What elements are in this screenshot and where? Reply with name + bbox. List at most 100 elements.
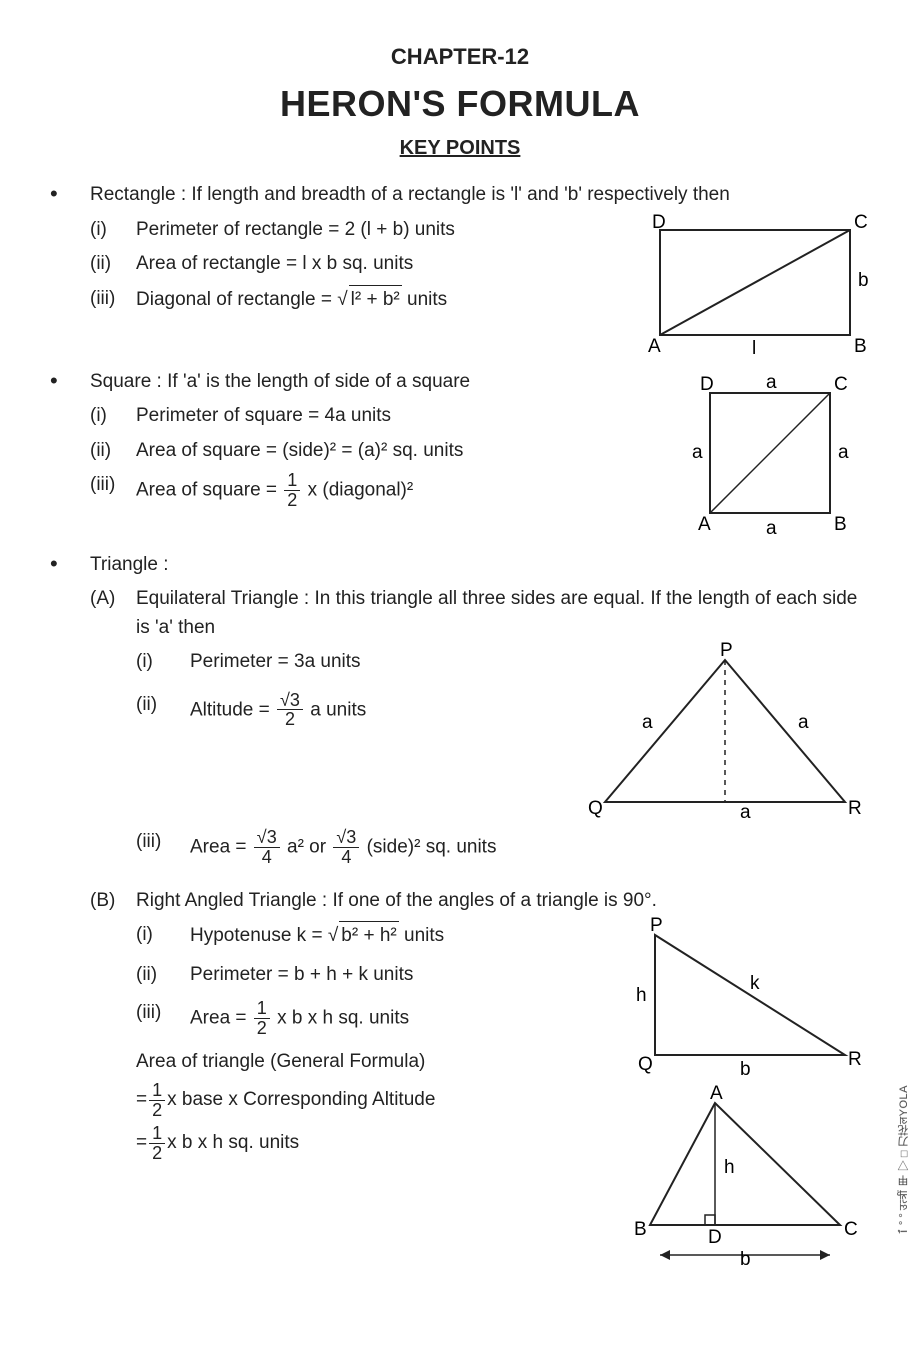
- bullet: •: [50, 368, 90, 394]
- tri-B-iii-n: 1: [254, 999, 270, 1019]
- tri-B-iii-d: 2: [254, 1019, 270, 1038]
- tri-B-iii-b: x b x h sq. units: [272, 1008, 409, 1029]
- fig-a-right: a: [838, 442, 849, 463]
- triangle-intro: Triangle :: [90, 551, 870, 580]
- sq-ii: Area of square = (side)² = (a)² sq. unit…: [136, 437, 463, 466]
- tri-B-i-c: units: [399, 925, 444, 946]
- rect-ii: Area of rectangle = l x b sq. units: [136, 250, 413, 279]
- label-i: (i): [136, 648, 190, 677]
- label-iii: (iii): [136, 828, 190, 857]
- label-i: (i): [90, 402, 136, 431]
- fig-D: D: [700, 374, 714, 395]
- tri-A-ii-b: a units: [305, 699, 366, 720]
- label-iii: (iii): [90, 285, 136, 314]
- bullet: •: [50, 551, 90, 577]
- tri-A-ii-num: √3: [277, 691, 303, 711]
- fig-b2: b: [740, 1249, 751, 1270]
- tri-A-iii-c: (side)² sq. units: [361, 836, 496, 857]
- label-ii: (ii): [136, 961, 190, 990]
- fig-l: l: [752, 338, 756, 359]
- tri-A-iii-b: a² or: [282, 836, 332, 857]
- fig-B: B: [634, 1219, 647, 1240]
- label-i: (i): [90, 216, 136, 245]
- gen-l2d: 2: [149, 1144, 165, 1163]
- fig-D: D: [708, 1227, 722, 1248]
- bullet: •: [50, 181, 90, 207]
- sq-i: Perimeter of square = 4a units: [136, 402, 391, 431]
- tri-A-i: Perimeter = 3a units: [190, 648, 361, 677]
- fig-a-left: a: [692, 442, 703, 463]
- sq-iii-a: Area of square =: [136, 479, 282, 500]
- fig-C: C: [854, 212, 868, 233]
- fig-a-b: a: [740, 802, 751, 822]
- subtitle: KEY POINTS: [50, 133, 870, 163]
- fig-A: A: [710, 1085, 723, 1104]
- tri-A-iii-a: Area =: [190, 836, 252, 857]
- square-intro: Square : If 'a' is the length of side of…: [90, 368, 658, 397]
- fig-b: b: [858, 270, 869, 291]
- fig-P: P: [650, 915, 663, 936]
- gen-l2b: x b x h sq. units: [167, 1129, 299, 1158]
- fig-k: k: [750, 973, 760, 994]
- tri-A-iii-n2: √3: [333, 828, 359, 848]
- tri-A-ii-den: 2: [277, 710, 303, 729]
- sq-iii-den: 2: [284, 491, 300, 510]
- fig-R: R: [848, 798, 862, 819]
- rect-iii-sqrt: l² + b²: [349, 285, 402, 315]
- fig-B: B: [834, 514, 847, 535]
- rectangle-figure: D C A B l b: [640, 210, 870, 360]
- label-iii: (iii): [90, 471, 136, 500]
- tri-A-iii-d2: 4: [333, 848, 359, 867]
- rectangle-intro: Rectangle : If length and breadth of a r…: [90, 181, 870, 210]
- general-line1: = 12 x base x Corresponding Altitude: [136, 1081, 608, 1120]
- fig-A: A: [648, 336, 661, 357]
- general-head: Area of triangle (General Formula): [136, 1048, 608, 1077]
- sq-iii-b: x (diagonal)²: [302, 479, 413, 500]
- fig-a-r: a: [798, 712, 809, 733]
- fig-a-bot: a: [766, 518, 777, 539]
- fig-h: h: [636, 985, 647, 1006]
- tri-B-i-sqrt: b² + h²: [339, 921, 398, 951]
- tri-A-ii-a: Altitude =: [190, 699, 275, 720]
- fig-Q: Q: [588, 798, 603, 819]
- tri-A-intro: Equilateral Triangle : In this triangle …: [136, 585, 870, 642]
- tri-B-iii-a: Area =: [190, 1008, 252, 1029]
- rect-i: Perimeter of rectangle = 2 (l + b) units: [136, 216, 455, 245]
- label-iii: (iii): [136, 999, 190, 1028]
- tri-A-iii-n1: √3: [254, 828, 280, 848]
- gen-l2a: =: [136, 1129, 147, 1158]
- general-triangle-figure: A B C D h b: [620, 1085, 870, 1270]
- gen-l1a: =: [136, 1086, 147, 1115]
- label-i: (i): [136, 921, 190, 950]
- label-A: (A): [90, 585, 136, 614]
- tri-B-i-a: Hypotenuse k = √: [190, 925, 338, 946]
- chapter-label: CHAPTER-12: [50, 40, 870, 73]
- fig-C: C: [834, 374, 848, 395]
- gen-l2n: 1: [149, 1124, 165, 1144]
- label-ii: (ii): [90, 437, 136, 466]
- tri-B-i: Hypotenuse k = √b² + h² units: [190, 921, 444, 951]
- fig-a-top: a: [766, 372, 777, 393]
- fig-a-l: a: [642, 712, 653, 733]
- sq-iii-num: 1: [284, 471, 300, 491]
- fig-A: A: [698, 514, 711, 535]
- gen-l1b: x base x Corresponding Altitude: [167, 1086, 435, 1115]
- rect-iii-a: Diagonal of rectangle = √: [136, 289, 348, 310]
- rect-iii-c: units: [402, 289, 447, 310]
- square-figure: D C A B a a a a: [670, 368, 870, 543]
- fig-D: D: [652, 212, 666, 233]
- tri-B-intro: Right Angled Triangle : If one of the an…: [136, 887, 870, 916]
- fig-B: B: [854, 336, 867, 357]
- tri-B-ii: Perimeter = b + h + k units: [190, 961, 413, 990]
- fig-b: b: [740, 1059, 751, 1080]
- fig-C: C: [844, 1219, 858, 1240]
- equilateral-figure: P Q R a a a: [580, 642, 870, 822]
- tri-A-iii-d1: 4: [254, 848, 280, 867]
- page-title: HERON'S FORMULA: [50, 77, 870, 131]
- fig-Q: Q: [638, 1054, 653, 1075]
- label-ii: (ii): [136, 691, 190, 720]
- right-triangle-figure: P Q R h k b: [620, 915, 870, 1085]
- tri-A-ii: Altitude = √32 a units: [190, 691, 366, 730]
- gen-l1n: 1: [149, 1081, 165, 1101]
- fig-P: P: [720, 642, 733, 661]
